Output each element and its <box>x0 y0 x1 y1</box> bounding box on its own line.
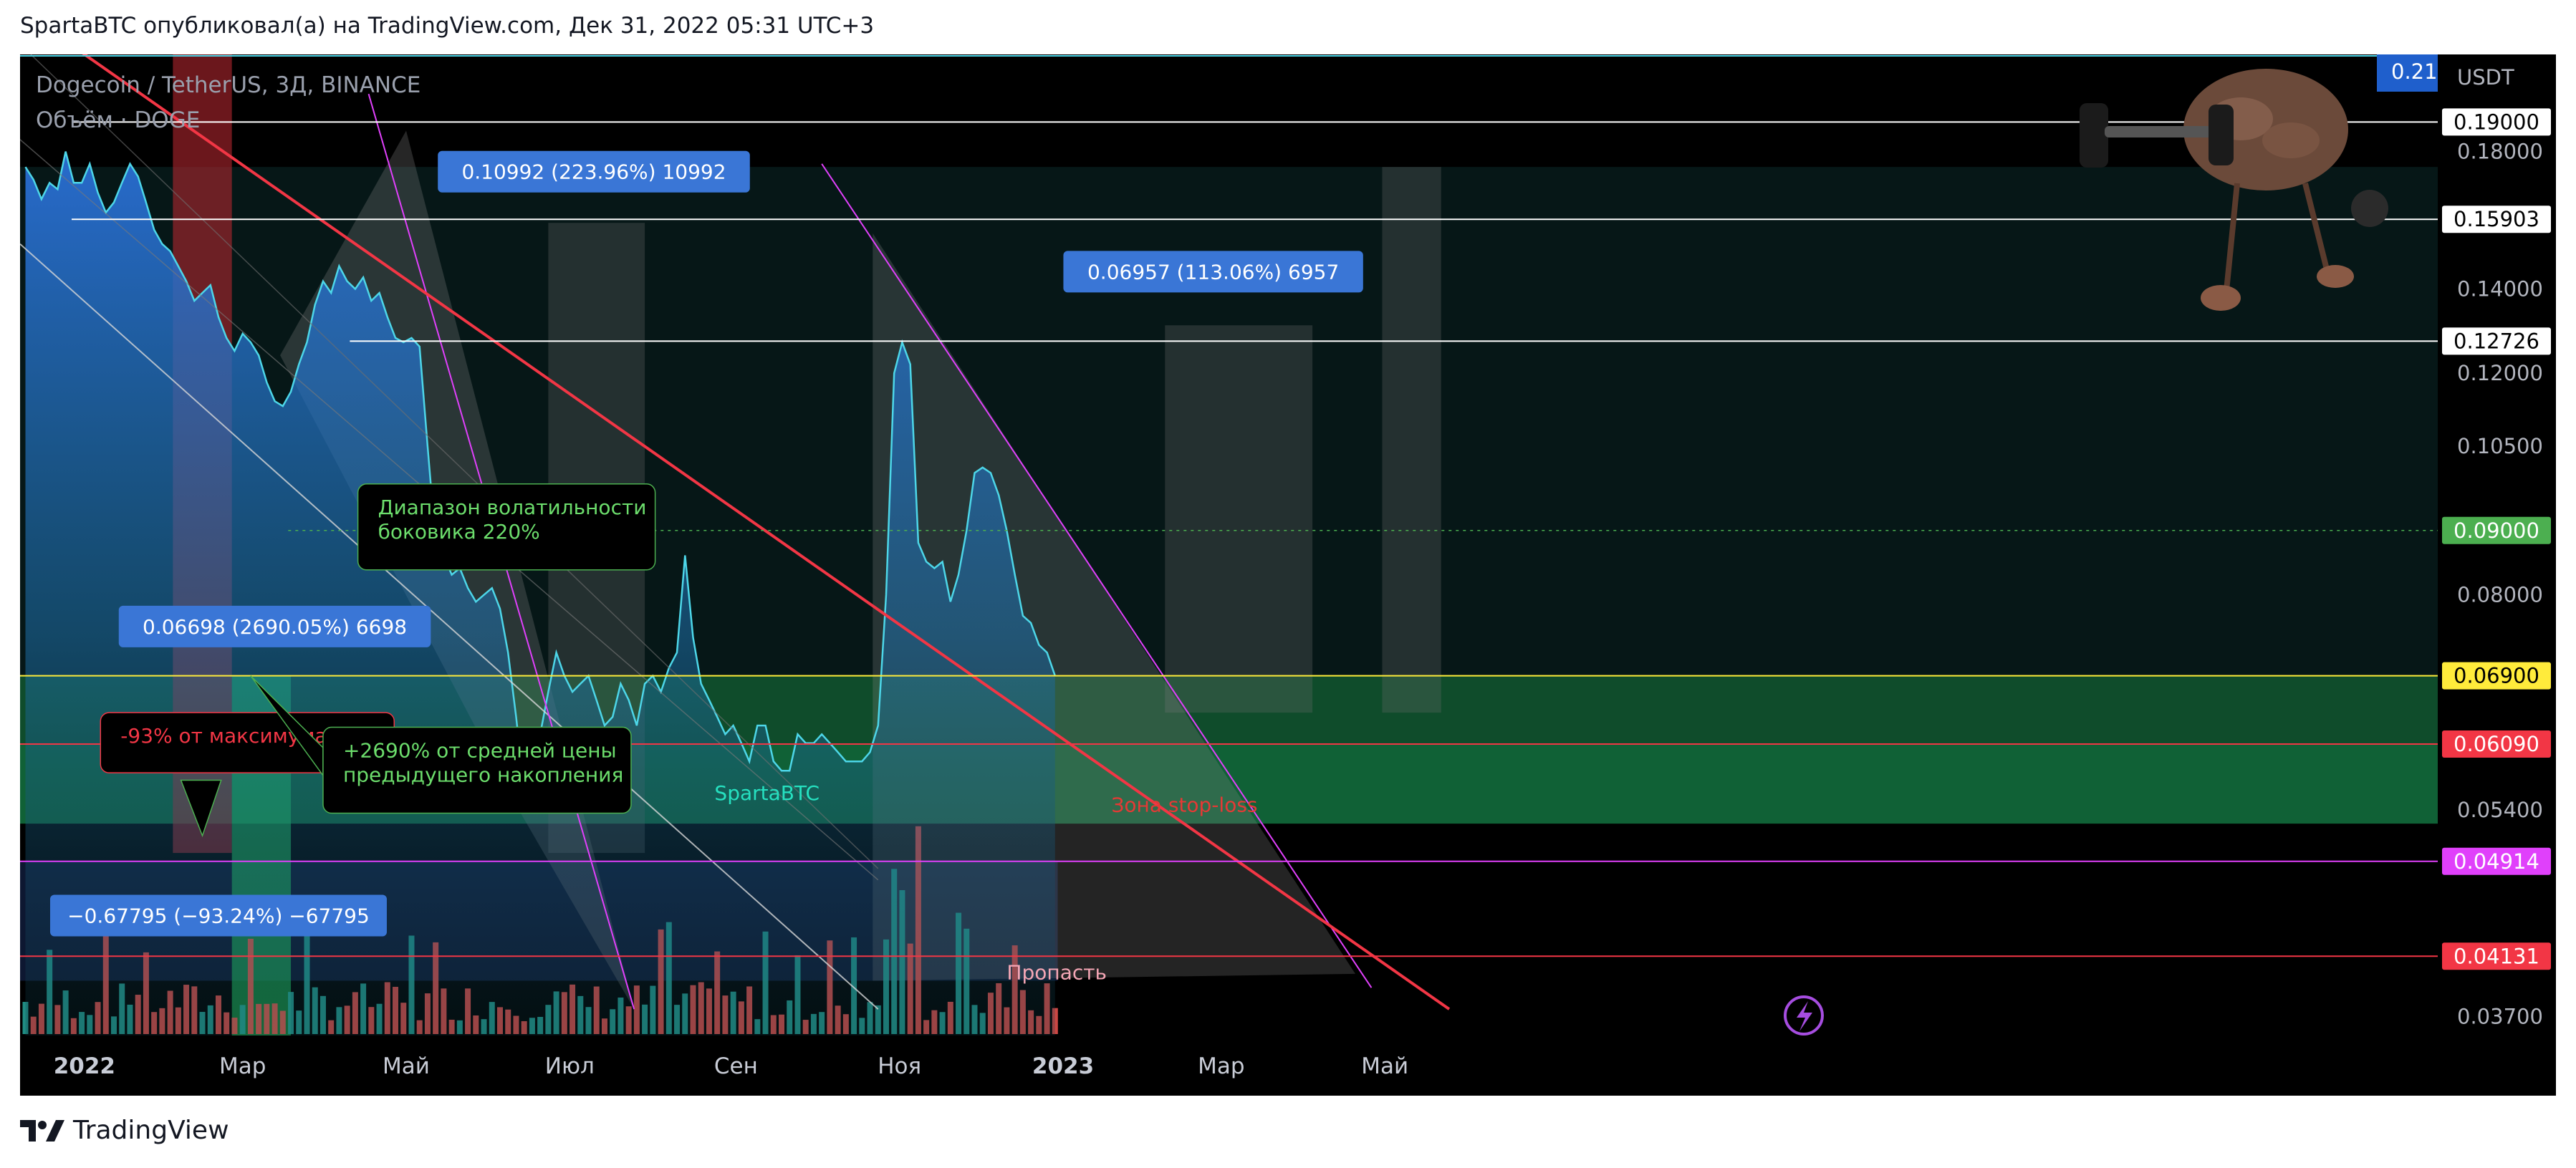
price-tag-0.15903[interactable] <box>2442 206 2551 233</box>
measure-label-1-text: 0.10992 (223.96%) 10992 <box>461 160 726 184</box>
price-tag-text-0.12726: 0.12726 <box>2454 329 2539 353</box>
y-tick-label: 0.03700 <box>2457 1004 2543 1028</box>
red-downtrend-line <box>82 54 1451 1010</box>
x-tick-label: 2023 <box>1032 1053 1094 1079</box>
range-box-2 <box>1165 325 1313 713</box>
channel-line-lower <box>20 243 879 1010</box>
price-tag-text-0.04914: 0.04914 <box>2454 849 2539 874</box>
y-tick-label: 0.14000 <box>2457 277 2543 301</box>
volume-bar <box>22 1002 29 1034</box>
price-area-fill <box>25 151 1055 1036</box>
symbol-title: Dogecoin / TetherUS, 3Д, BINANCE <box>36 72 420 98</box>
price-tag-0.06090[interactable] <box>2442 730 2551 758</box>
top-price-tag[interactable] <box>2377 54 2438 92</box>
price-tag-0.09000[interactable] <box>2442 516 2551 544</box>
y-tick-label: 0.08000 <box>2457 583 2543 607</box>
publish-header: SpartaBTC опубликовал(а) на TradingView.… <box>20 13 875 39</box>
price-tag-0.12726[interactable] <box>2442 327 2551 355</box>
price-tag-0.06900[interactable] <box>2442 662 2551 690</box>
measure-label-2-text: 0.06957 (113.06%) 6957 <box>1087 260 1339 284</box>
x-tick-label: Май <box>1361 1053 1408 1079</box>
top-price-tag-text: 0.21 <box>2391 59 2438 84</box>
footer: TradingView <box>20 1116 229 1145</box>
price-tag-text-0.04131: 0.04131 <box>2454 944 2539 968</box>
x-tick-label: Июл <box>545 1053 595 1079</box>
note-accumulation-gain[interactable] <box>322 726 632 814</box>
tradingview-logo-icon <box>20 1119 64 1142</box>
note-drawdown-pointer <box>180 779 222 838</box>
note-volatility-range[interactable] <box>357 483 656 571</box>
abyss-label: Пропасть <box>1006 961 1107 985</box>
measure-label-2[interactable] <box>1063 251 1363 293</box>
magenta-trendline-2 <box>821 163 1373 988</box>
price-chart[interactable]: 0.10992 (223.96%) 10992 0.06957 (113.06%)… <box>20 54 2556 1096</box>
y-tick-label: 0.10500 <box>2457 434 2543 458</box>
x-axis-band <box>20 1036 2556 1096</box>
x-tick-label: Сен <box>714 1053 758 1079</box>
measure-label-4-text: −0.67795 (−93.24%) −67795 <box>67 904 370 928</box>
y-tick-label: 0.18000 <box>2457 140 2543 164</box>
brain-mascot-icon <box>2080 69 2388 311</box>
channel-line-upper <box>30 54 879 869</box>
x-tick-label: 2022 <box>54 1053 115 1079</box>
note-volatility-range-text: Диапазон волатильности <box>378 496 647 519</box>
lightning-icon[interactable] <box>1784 995 1824 1036</box>
price-tag-0.04914[interactable] <box>2442 847 2551 875</box>
measure-label-3-text: 0.06698 (2690.05%) 6698 <box>143 615 407 639</box>
measure-label-4[interactable] <box>49 894 387 937</box>
x-tick-label: Ноя <box>878 1053 921 1079</box>
y-tick-label: 0.12000 <box>2457 361 2543 385</box>
range-box-3 <box>1382 167 1441 713</box>
volume-title: Объём · DOGE <box>36 107 200 133</box>
price-tag-0.04131[interactable] <box>2442 942 2551 970</box>
price-tag-text-0.19000: 0.19000 <box>2454 110 2539 134</box>
measure-label-3[interactable] <box>118 605 431 647</box>
stop-loss-zone-label: Зона stop-loss <box>1111 793 1257 817</box>
note-accumulation-gain-text: +2690% от средней цены <box>343 739 617 763</box>
price-tag-text-0.06900: 0.06900 <box>2454 664 2539 688</box>
note-accumulation-gain-text: предыдущего накопления <box>343 763 623 787</box>
x-tick-label: Мар <box>1198 1053 1244 1079</box>
price-tag-text-0.06090: 0.06090 <box>2454 732 2539 756</box>
price-tag-0.19000[interactable] <box>2442 108 2551 136</box>
y-tick-label: 0.05400 <box>2457 798 2543 822</box>
price-tag-text-0.09000: 0.09000 <box>2454 518 2539 543</box>
note-volatility-range-text: боковика 220% <box>378 520 540 544</box>
x-tick-label: Мар <box>219 1053 266 1079</box>
footer-brand: TradingView <box>73 1116 229 1145</box>
currency-label: USDT <box>2457 65 2514 90</box>
x-tick-label: Май <box>383 1053 430 1079</box>
author-watermark: SpartaBTC <box>714 781 820 805</box>
price-tag-text-0.15903: 0.15903 <box>2454 207 2539 231</box>
measure-label-1[interactable] <box>438 150 750 193</box>
